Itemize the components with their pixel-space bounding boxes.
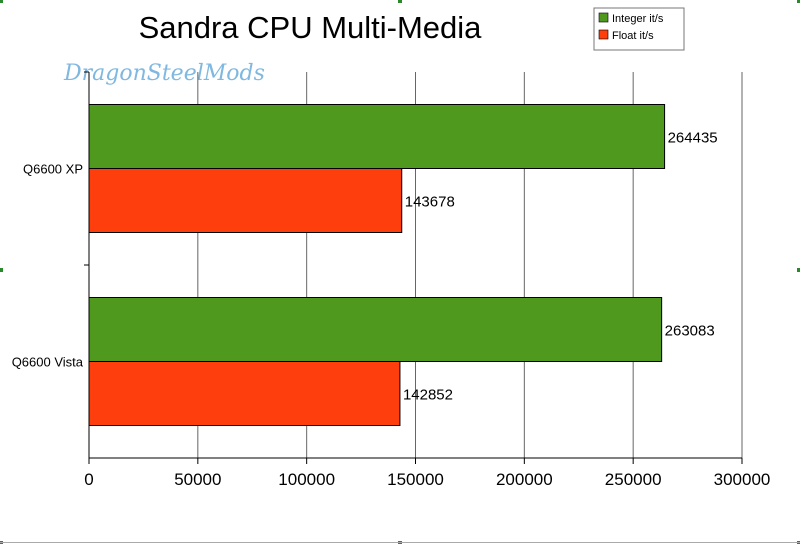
legend-label-float: Float it/s: [612, 30, 654, 42]
bar-integer: [88, 297, 663, 362]
data-label: 142852: [403, 387, 453, 404]
x-tick-label: 0: [84, 470, 93, 489]
x-tick-label: 200000: [496, 470, 553, 489]
data-label: 264435: [668, 130, 718, 147]
bar-float: [88, 361, 401, 426]
category-label: Q6600 XP: [23, 162, 83, 177]
legend-box: [593, 7, 685, 51]
legend-label-integer: Integer it/s: [612, 13, 664, 25]
bar-float: [88, 168, 403, 233]
legend-swatch-integer: [598, 12, 609, 23]
bar-integer: [88, 104, 666, 169]
data-label: 263083: [665, 323, 715, 340]
x-tick-label: 100000: [278, 470, 335, 489]
x-tick-label: 50000: [174, 470, 221, 489]
watermark: DragonSteelMods: [63, 61, 265, 86]
legend: Integer it/s Float it/s: [593, 7, 685, 51]
x-tick-label: 300000: [714, 470, 771, 489]
watermark-text: DragonSteelMods: [63, 61, 265, 86]
x-tick-label: 250000: [605, 470, 662, 489]
legend-swatch-float: [598, 29, 609, 40]
x-tick-label: 150000: [387, 470, 444, 489]
chart-title: Sandra CPU Multi-Media: [139, 10, 483, 45]
category-label: Q6600 Vista: [12, 355, 84, 370]
data-label: 143678: [405, 194, 455, 211]
